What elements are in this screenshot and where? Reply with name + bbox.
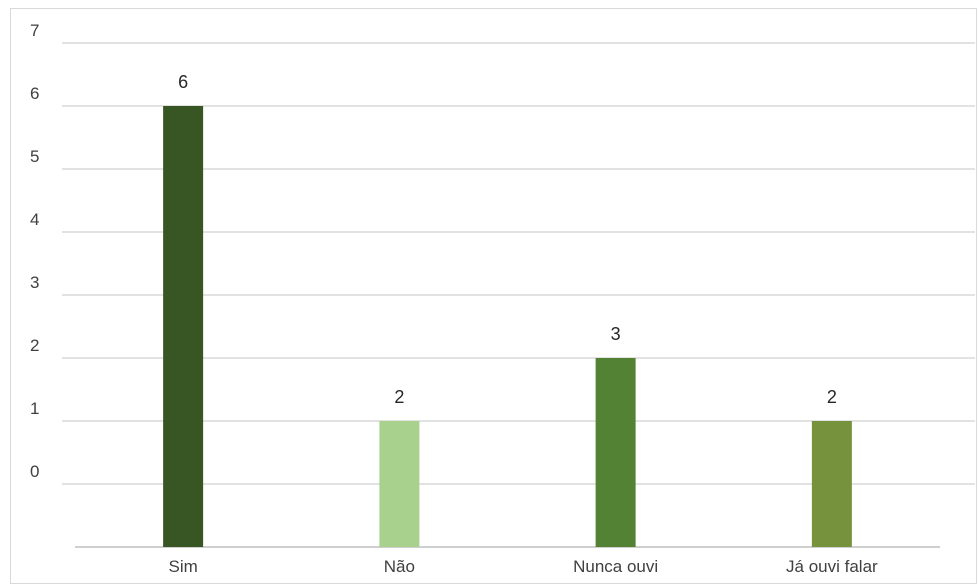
chart-frame	[10, 8, 977, 584]
y-tick-label: 1	[30, 399, 39, 418]
x-category-label: Sim	[168, 557, 197, 576]
bar-j-ouvi-falar	[811, 421, 852, 547]
y-tick-label: 7	[30, 21, 39, 40]
x-axis-categories: Sim Não Nunca ouvi Já ouvi falar	[168, 557, 878, 576]
bar-n-o	[379, 421, 420, 547]
bar-nunca-ouvi	[595, 358, 636, 547]
bars	[163, 106, 852, 547]
y-tick-label: 0	[30, 462, 39, 481]
data-label: 6	[178, 72, 188, 92]
x-category-label: Já ouvi falar	[786, 557, 878, 576]
data-label: 2	[394, 387, 404, 407]
x-category-label: Não	[384, 557, 415, 576]
y-tick-label: 5	[30, 147, 39, 166]
data-labels: 6 2 3 2	[178, 72, 837, 407]
y-tick-label: 3	[30, 273, 39, 292]
data-label: 2	[827, 387, 837, 407]
y-axis-ticks: 0 1 2 3 4 5 6 7	[30, 21, 39, 481]
x-category-label: Nunca ouvi	[573, 557, 658, 576]
data-label: 3	[611, 324, 621, 344]
y-tick-label: 2	[30, 336, 39, 355]
y-tick-label: 6	[30, 84, 39, 103]
bar-sim	[163, 106, 204, 547]
y-tick-label: 4	[30, 210, 39, 229]
